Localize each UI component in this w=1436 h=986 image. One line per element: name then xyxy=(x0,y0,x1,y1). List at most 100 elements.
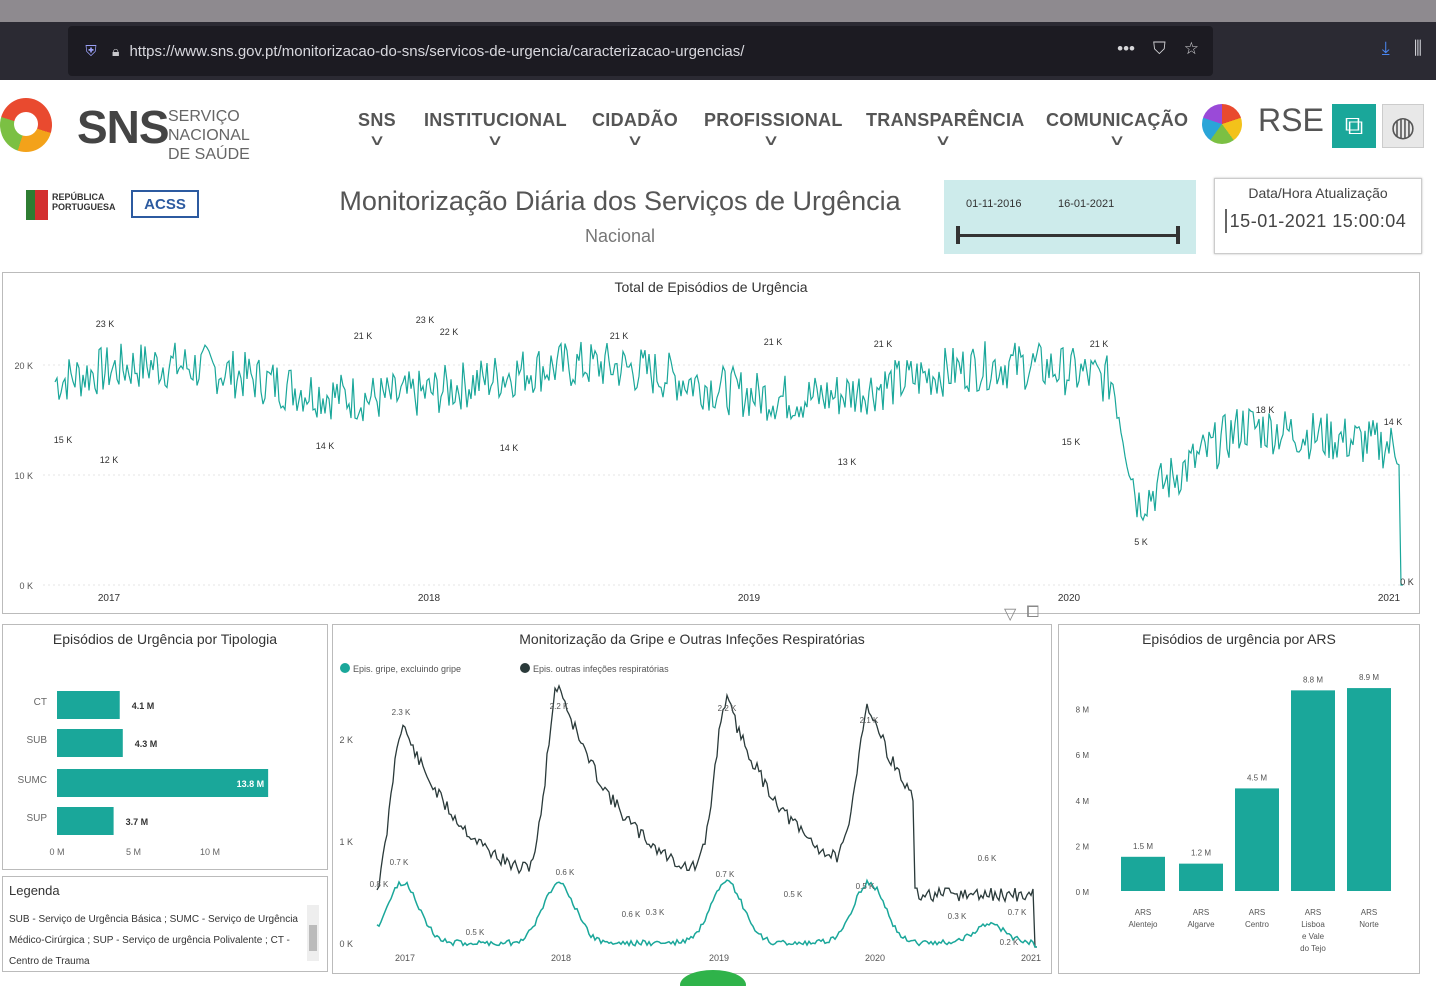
x-tick-label: 10 M xyxy=(200,847,220,857)
data-label: 3.7 M xyxy=(126,817,149,827)
chart-title: Episódios de urgência por ARS xyxy=(1142,631,1336,647)
data-label: 0.5 K xyxy=(784,890,803,899)
pocket-icon[interactable]: ⛉ xyxy=(1153,39,1166,58)
series-line-total xyxy=(54,341,1403,586)
more-icon[interactable]: ••• xyxy=(1117,39,1135,58)
data-label: 22 K xyxy=(440,327,459,337)
data-label: 0.8 K xyxy=(370,880,389,889)
ars-chart[interactable]: Episódios de urgência por ARS 8 M 6 M 4 M 2… xyxy=(1058,624,1420,974)
bar-sup xyxy=(57,807,114,835)
url-text[interactable]: https://www.sns.gov.pt/monitorizacao-do-… xyxy=(129,42,745,60)
slider-handle-end[interactable] xyxy=(1176,226,1180,244)
legend-scrollbar[interactable] xyxy=(307,905,319,961)
nav-comunicacao[interactable]: COMUNICAÇÃO ∨ xyxy=(1046,110,1188,160)
legend-panel: Legenda SUB - Serviço de Urgência Básica… xyxy=(2,876,328,972)
flu-monitoring-chart[interactable]: Monitorização da Gripe e Outras Infeções… xyxy=(332,624,1052,974)
data-label: 1.2 M xyxy=(1191,849,1211,858)
update-value: 15-01-2021 15:00:04 xyxy=(1229,211,1407,231)
report-title: Monitorização Diária dos Serviços de Urg… xyxy=(339,186,901,216)
legend-title: Legenda xyxy=(9,883,60,898)
slider-track[interactable] xyxy=(958,234,1180,237)
data-label: 14 K xyxy=(500,443,519,453)
y-tick-label: 1 K xyxy=(339,837,353,847)
data-label: 0.6 K xyxy=(978,854,997,863)
data-label: 12 K xyxy=(100,455,119,465)
legend-marker xyxy=(340,663,350,673)
data-label: 23 K xyxy=(96,319,115,329)
data-label: 4.1 M xyxy=(132,701,155,711)
data-label: 0.7 K xyxy=(390,858,409,867)
legend-marker xyxy=(520,663,530,673)
category-label: ARS Centro xyxy=(1245,908,1270,929)
data-label: 15 K xyxy=(54,435,73,445)
category-label: ARS Algarve xyxy=(1187,908,1215,929)
external-link-icon[interactable]: ⧉ xyxy=(1332,104,1376,148)
data-label: 5 K xyxy=(1134,537,1148,547)
chart-title: Total de Episódios de Urgência xyxy=(614,279,808,295)
nav-cidadao[interactable]: CIDADÃO ∨ xyxy=(592,110,678,160)
data-label: 21 K xyxy=(874,339,893,349)
x-tick-label: 2021 xyxy=(1021,953,1041,963)
bar-ars xyxy=(1179,863,1223,891)
chevron-down-icon: ∨ xyxy=(934,132,952,149)
legend-entry: Epis. gripe, excluindo gripe xyxy=(353,664,461,674)
y-tick-label: 0 M xyxy=(1076,888,1090,897)
library-icon[interactable]: ⫼ xyxy=(1413,38,1422,58)
chevron-down-icon: ∨ xyxy=(762,132,780,149)
globe-icon[interactable]: ◍ xyxy=(1382,104,1424,148)
legend-entry: Epis. outras infeções respiratórias xyxy=(533,664,669,674)
date-range-slicer[interactable]: 01-11-2016 16-01-2021 xyxy=(944,180,1196,254)
filter-icon[interactable]: ▽ xyxy=(1004,606,1017,623)
bar-ars xyxy=(1291,690,1335,891)
y-tick-label: 20 K xyxy=(14,361,33,371)
category-label: ARS Alentejo xyxy=(1129,908,1158,929)
flu-chart-svg: Epis. gripe, excluindo gripe Epis. outras… xyxy=(339,663,1041,963)
star-icon[interactable]: ☆ xyxy=(1183,39,1199,58)
nav-institucional[interactable]: INSTITUCIONAL ∨ xyxy=(424,110,567,160)
nav-sns[interactable]: SNS ∨ xyxy=(352,110,402,160)
data-label: 0.3 K xyxy=(646,908,665,917)
republica-label: REPÚBLICA PORTUGUESA xyxy=(52,192,116,212)
total-episodes-chart[interactable]: Total de Episódios de Urgência 20 K 10 K 0… xyxy=(2,272,1420,614)
bar-sub xyxy=(57,729,123,757)
data-label: 4.5 M xyxy=(1247,773,1267,782)
x-tick-label: 2017 xyxy=(395,953,415,963)
brand-subtitle: SERVIÇO NACIONAL DE SAÚDE xyxy=(168,108,250,163)
slider-handle-start[interactable] xyxy=(956,226,960,244)
category-label: SUB xyxy=(26,735,47,746)
lock-icon[interactable]: 🔒︎ xyxy=(112,42,120,59)
chevron-down-icon: ∨ xyxy=(368,132,386,149)
download-icon[interactable]: ⤓ xyxy=(1381,38,1390,58)
address-bar[interactable]: ⛨ 🔒︎ https://www.sns.gov.pt/monitorizaca… xyxy=(68,26,1213,76)
chart-title: Episódios de Urgência por Tipologia xyxy=(52,631,278,647)
floating-button[interactable] xyxy=(680,970,746,986)
nav-profissional[interactable]: PROFISSIONAL ∨ xyxy=(704,110,842,160)
y-tick-label: 0 K xyxy=(19,581,33,591)
shield-icon[interactable]: ⛨ xyxy=(85,42,97,60)
y-tick-label: 0 K xyxy=(339,939,353,949)
report-subtitle: Nacional xyxy=(584,226,656,246)
card-accent xyxy=(1225,209,1227,233)
republica-flag-icon xyxy=(26,190,48,220)
date-from[interactable]: 01-11-2016 xyxy=(966,198,1022,210)
focus-mode-icon[interactable]: ⧠ xyxy=(1026,604,1040,621)
rse-logo-icon[interactable] xyxy=(1202,104,1242,144)
date-to[interactable]: 16-01-2021 xyxy=(1058,198,1115,210)
sns-logo-icon[interactable] xyxy=(0,98,52,152)
brand-name[interactable]: SNS xyxy=(77,101,170,153)
data-label: 0.5 K xyxy=(856,882,875,891)
data-label: 13 K xyxy=(838,457,857,467)
series-line-outras xyxy=(376,683,1037,948)
rse-label[interactable]: RSE xyxy=(1258,102,1324,138)
x-tick-label: 0 M xyxy=(49,847,64,857)
data-label: 0.6 K xyxy=(556,868,575,877)
bar-ars xyxy=(1121,856,1165,891)
chevron-down-icon: ∨ xyxy=(486,132,504,149)
bar-sumc xyxy=(57,769,269,797)
tipologia-chart[interactable]: Episódios de Urgência por Tipologia CT 4.… xyxy=(2,624,328,870)
x-tick-label: 2021 xyxy=(1378,593,1401,604)
chart-title: Monitorização da Gripe e Outras Infeções… xyxy=(519,631,865,647)
data-label: 21 K xyxy=(354,331,373,341)
nav-transparencia[interactable]: TRANSPARÊNCIA ∨ xyxy=(866,110,1024,160)
y-tick-label: 2 K xyxy=(339,735,353,745)
